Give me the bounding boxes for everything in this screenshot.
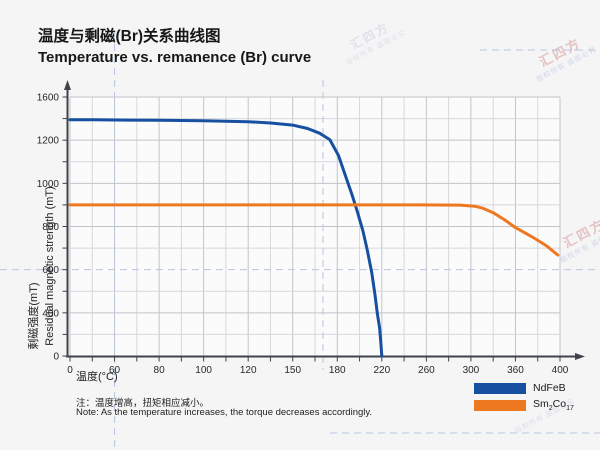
y-tick-label: 0 — [53, 352, 59, 363]
page-title-zh: 温度与剩磁(Br)关系曲线图 — [38, 28, 221, 45]
x-tick-label: 180 — [329, 365, 346, 376]
x-tick-label: 80 — [154, 365, 166, 376]
x-tick-label: 100 — [195, 365, 212, 376]
series-sm2co17 — [68, 203, 560, 257]
ndfeb-swatch — [474, 382, 526, 394]
x-tick-label: 0 — [67, 365, 73, 376]
x-tick-label: 60 — [109, 365, 121, 376]
smco-swatch — [474, 399, 526, 411]
y-axis-arrow-icon — [64, 80, 71, 90]
x-tick-label: 150 — [284, 365, 301, 376]
axes — [64, 80, 585, 360]
x-tick-label: 220 — [373, 365, 390, 376]
legend-item-ndfeb: NdFeB — [474, 382, 574, 394]
chart-legend: NdFeB Sm2Co17 — [474, 382, 574, 416]
gridlines — [69, 96, 561, 357]
y-tick-label: 1600 — [37, 93, 60, 104]
y-tick-label: 600 — [42, 265, 59, 276]
x-tick-label: 260 — [418, 365, 435, 376]
x-axis-arrow-icon — [575, 353, 585, 360]
legend-label-ndfeb: NdFeB — [533, 382, 566, 394]
series-ndfeb — [68, 118, 384, 358]
x-tick-labels: 0 60 80 100 120 150 180 220 260 300 360 400 — [67, 365, 569, 376]
page-title-en: Temperature vs. remanence (Br) curve — [38, 49, 312, 66]
x-tick-label: 120 — [240, 365, 257, 376]
x-tick-label: 360 — [507, 365, 524, 376]
note-en: Note: As the temperature increases, the … — [76, 407, 373, 418]
y-tick-label: 1000 — [37, 179, 60, 190]
x-axis-title: 温度(°C) — [76, 371, 118, 383]
y-axis-title-zh: 剩磁强度(mT) — [28, 282, 40, 350]
legend-item-smco: Sm2Co17 — [474, 398, 574, 412]
tick-marks — [62, 96, 561, 362]
x-tick-label: 400 — [552, 365, 569, 376]
dashed-accent-lines — [0, 32, 600, 448]
y-axis-title-en: Residual magnetic strength (mT) — [44, 186, 56, 346]
y-tick-label: 1200 — [37, 136, 60, 147]
y-tick-label: 400 — [42, 308, 59, 319]
chart-titles: 温度与剩磁(Br)关系曲线图 Temperature vs. remanence… — [38, 26, 311, 68]
y-tick-labels: 0 400 600 800 1000 1200 1600 — [37, 93, 60, 363]
x-tick-label: 300 — [463, 365, 480, 376]
note-zh: 注：温度增高，扭矩相应减小。 — [76, 398, 210, 409]
legend-label-smco: Sm2Co17 — [533, 398, 574, 413]
y-tick-label: 800 — [42, 222, 59, 233]
